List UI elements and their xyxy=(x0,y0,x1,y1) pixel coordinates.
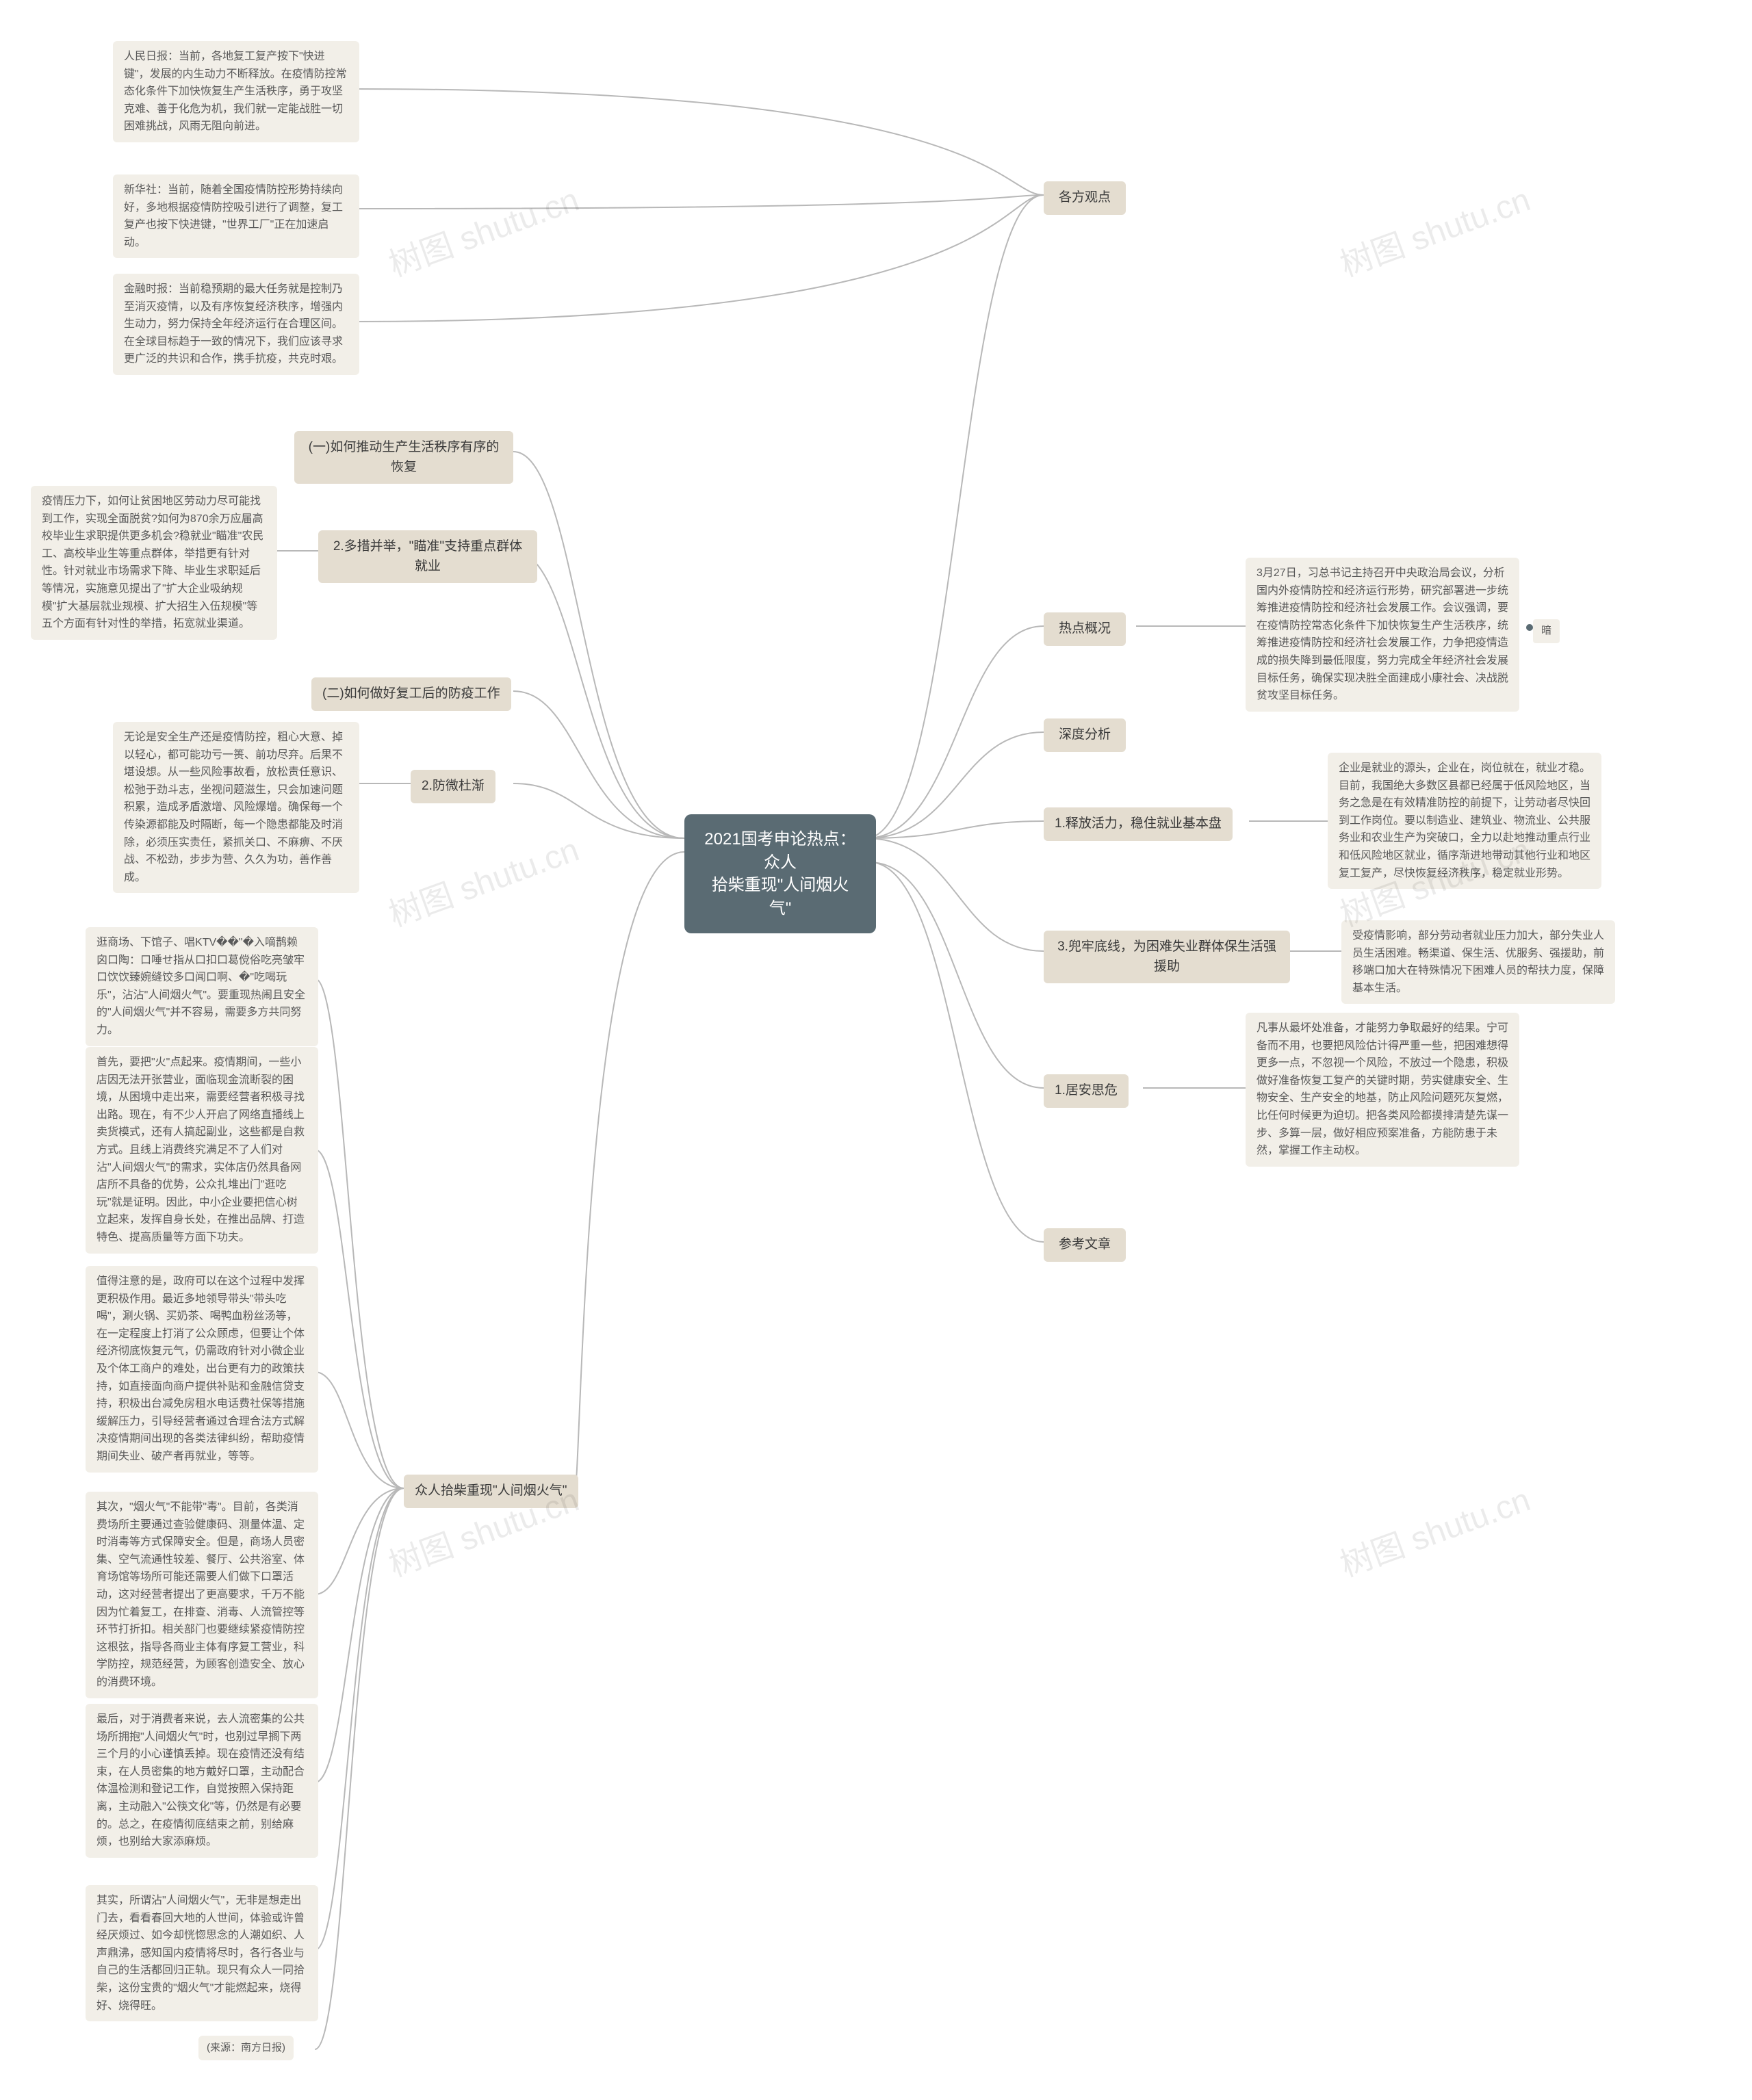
watermark: 树图 shutu.cn xyxy=(381,822,584,935)
watermark: 树图 shutu.cn xyxy=(381,172,584,285)
leaf-light-fire: 首先，要把"火"点起来。疫情期间，一些小店因无法开张营业，面临现金流断裂的困境，… xyxy=(86,1047,318,1254)
leaf-poverty-employment: 疫情压力下，如何让贫困地区劳动力尽可能找到工作，实现全面脱贫?如何为870余万应… xyxy=(31,486,277,640)
leaf-consumer-caution: 最后，对于消费者来说，去人流密集的公共场所拥抱"人间烟火气"时，也别过早搁下两三… xyxy=(86,1704,318,1858)
branch-hotspot-overview: 热点概况 xyxy=(1044,612,1126,646)
leaf-peoples-daily: 人民日报：当前，各地复工复产按下"快进键"，发展的内生动力不断释放。在疫情防控常… xyxy=(113,41,359,142)
watermark: 树图 shutu.cn xyxy=(1332,172,1536,285)
branch-post-work-prevention: (二)如何做好复工后的防疫工作 xyxy=(311,677,511,711)
branch-bottom-line: 3.兜牢底线，为困难失业群体保生活强援助 xyxy=(1044,931,1290,983)
leaf-xinhua: 新华社：当前，随着全国疫情防控形势持续向好，多地根据疫情防控吸引进行了调整，复工… xyxy=(113,174,359,258)
branch-viewpoints: 各方观点 xyxy=(1044,181,1126,215)
leaf-shopping-ktv: 逛商场、下馆子、唱KTV��"�入嘀鹊赖囟口陶：口唾せ指从口扣口葛傥俗吃亮皱牢口… xyxy=(86,927,318,1046)
leaf-financial-times: 金融时报：当前稳预期的最大任务就是控制乃至消灭疫情，以及有序恢复经济秩序，增强内… xyxy=(113,274,359,375)
center-line2: 拾柴重现"人间烟火气" xyxy=(701,874,860,920)
branch-rekindle: 众人拾柴重现"人间烟火气" xyxy=(404,1475,578,1508)
branch-prevention: 2.防微杜渐 xyxy=(411,770,495,803)
branch-reference: 参考文章 xyxy=(1044,1228,1126,1262)
branch-multi-measures: 2.多措并举，"瞄准"支持重点群体就业 xyxy=(318,530,537,583)
leaf-enterprise-source: 企业是就业的源头，企业在，岗位就在，就业才稳。目前，我国绝大多数区县都已经属于低… xyxy=(1328,753,1601,889)
leaf-govt-role: 值得注意的是，政府可以在这个过程中发挥更积极作用。最近多地领导带头"带头吃喝"，… xyxy=(86,1266,318,1473)
center-topic: 2021国考申论热点：众人 拾柴重现"人间烟火气" xyxy=(684,814,876,933)
leaf-source: (来源：南方日报) xyxy=(198,2036,294,2060)
leaf-epidemic-impact: 受疫情影响，部分劳动者就业压力加大，部分失业人员生活困难。畅渠道、保生活、优服务… xyxy=(1341,920,1615,1004)
branch-restore-order: (一)如何推动生产生活秩序有序的恢复 xyxy=(294,431,513,484)
leaf-spring-return: 其实，所谓沾"人间烟火气"，无非是想走出门去，看看春回大地的人世间，体验或许曾经… xyxy=(86,1885,318,2021)
center-line1: 2021国考申论热点：众人 xyxy=(701,828,860,874)
branch-release-vitality: 1.释放活力，稳住就业基本盘 xyxy=(1044,807,1233,841)
connector-dot xyxy=(1526,624,1533,631)
branch-deep-analysis: 深度分析 xyxy=(1044,718,1126,752)
watermark: 树图 shutu.cn xyxy=(1332,1473,1536,1585)
leaf-no-poison: 其次，"烟火气"不能带"毒"。目前，各类消费场所主要通过查验健康码、测量体温、定… xyxy=(86,1492,318,1698)
leaf-hotspot-dot: 暗 xyxy=(1533,619,1560,643)
leaf-hotspot-detail: 3月27日，习总书记主持召开中央政治局会议，分析国内外疫情防控和经济运行形势，研… xyxy=(1246,558,1519,712)
branch-vigilance: 1.居安思危 xyxy=(1044,1074,1129,1108)
leaf-safety-production: 无论是安全生产还是疫情防控，粗心大意、掉以轻心，都可能功亏一篑、前功尽弃。后果不… xyxy=(113,722,359,893)
leaf-worst-case: 凡事从最坏处准备，才能努力争取最好的结果。宁可备而不用，也要把风险估计得严重一些… xyxy=(1246,1013,1519,1167)
